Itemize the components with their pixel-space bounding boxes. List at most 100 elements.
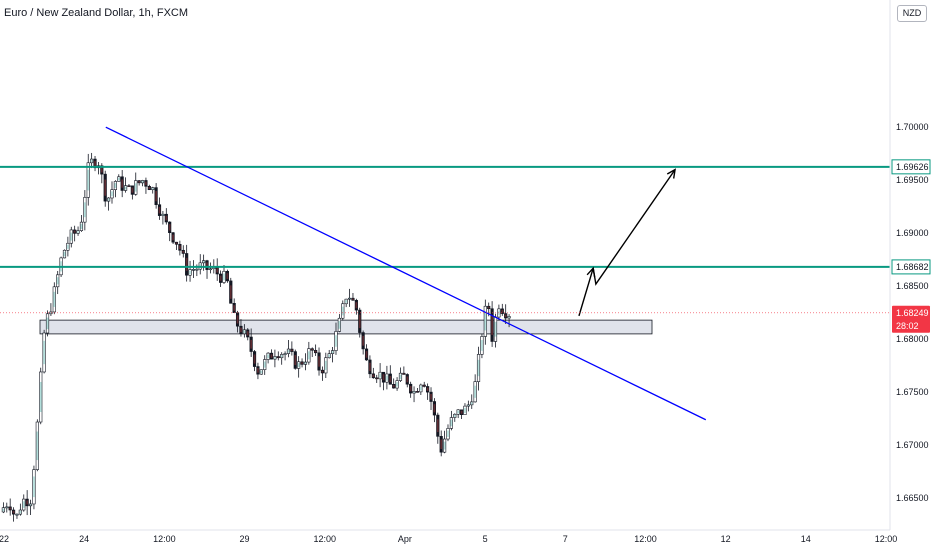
candle-tint [291, 349, 293, 352]
candle-up [483, 305, 487, 337]
candle-tint [396, 382, 398, 387]
candle-tint [389, 376, 392, 383]
candle-tint [50, 312, 52, 314]
candle-down [375, 377, 379, 380]
time-tick-label: 14 [801, 534, 811, 544]
candle-up [419, 384, 423, 393]
candle-tint [481, 340, 483, 351]
candle-tint [504, 314, 507, 318]
candle-tint [63, 251, 66, 257]
time-tick-label: 24 [79, 534, 89, 544]
candle-down [11, 509, 16, 515]
candle-tint [121, 179, 124, 188]
candle-tint [474, 385, 476, 398]
candle-down [388, 373, 392, 385]
candle-up [32, 469, 36, 505]
candle-tint [284, 353, 286, 355]
candle-up [327, 353, 331, 359]
candle-down [402, 372, 406, 375]
candle-tint [56, 277, 59, 285]
candle-down [229, 280, 233, 304]
candle-up [208, 268, 213, 271]
time-tick-label: 7 [563, 534, 568, 544]
candle-tint [491, 315, 493, 335]
candle-down [252, 351, 257, 367]
candle-tint [392, 385, 395, 388]
candle-down [426, 386, 430, 393]
candle-down [415, 391, 420, 393]
candle-tint [216, 268, 219, 273]
candle-tint [369, 362, 371, 372]
candle-up [117, 176, 121, 182]
candle-up [202, 260, 206, 264]
candle-tint [403, 373, 405, 375]
candle-tint [39, 381, 42, 413]
time-tick-label: 22 [0, 534, 9, 544]
candle-tint [243, 330, 246, 333]
candle-tint [457, 410, 460, 414]
currency-selector[interactable]: NZD [897, 5, 927, 22]
candle-tint [470, 402, 473, 405]
candle-down [459, 409, 464, 415]
candle-tint [450, 419, 453, 427]
candle-tint [46, 317, 49, 330]
candle-up [18, 509, 22, 515]
candle-tint [22, 501, 25, 508]
candle-tint [162, 214, 164, 216]
candle-up [378, 371, 382, 380]
candle-up [113, 181, 117, 190]
candle-tint [236, 315, 239, 324]
candle-down [317, 352, 321, 371]
candle-up [470, 401, 474, 406]
candle-tint [151, 188, 154, 190]
candle-up [266, 352, 270, 360]
candle-up [49, 311, 53, 315]
price-tick-label: 1.70000 [896, 122, 929, 132]
plot-area[interactable] [0, 126, 890, 522]
descending-trend-line[interactable] [105, 126, 707, 421]
candle-down [100, 165, 104, 175]
candle-up [62, 249, 67, 259]
candle-tint [172, 234, 174, 241]
candle-tint [223, 273, 225, 281]
candle-down [490, 308, 494, 342]
candle-up [303, 361, 308, 365]
candle-tint [141, 180, 144, 183]
projection-arrowhead-target [666, 168, 676, 179]
candle-tint [413, 391, 415, 393]
candle-tint [487, 306, 490, 309]
candle-tint [338, 320, 341, 329]
candle-tint [294, 354, 297, 366]
candle-up [337, 317, 341, 332]
candle-tint [16, 514, 18, 515]
level-price-badge [891, 259, 931, 275]
candle-tint [100, 167, 103, 173]
support-zone[interactable] [39, 319, 653, 335]
projection-path[interactable] [578, 169, 676, 317]
candle-tint [341, 306, 344, 316]
price-tick-label: 1.66500 [896, 493, 929, 503]
candle-up [15, 513, 19, 516]
candle-down [219, 273, 223, 283]
time-tick-label: 12 [721, 534, 731, 544]
candle-up [259, 369, 263, 375]
candle-down [351, 297, 355, 301]
price-tick-label: 1.67500 [896, 387, 929, 397]
price-axis[interactable]: 1.70000 1.69500 1.69000 1.68500 1.68000 1.675… [896, 122, 929, 503]
candle-up [69, 229, 73, 244]
candle-tint [202, 261, 205, 263]
candle-tint [375, 378, 378, 379]
time-axis[interactable]: 22 24 12:00 29 12:00 Apr 5 7 12:00 12 14 12:00 [0, 534, 897, 544]
candle-down [178, 243, 182, 251]
candle-tint [352, 298, 354, 300]
candle-tint [29, 504, 32, 506]
candle-down [354, 299, 358, 311]
candle-up [307, 348, 311, 363]
candle-up [456, 409, 460, 415]
candle-tint [70, 232, 73, 241]
last-price-label: 1.68249 [896, 308, 929, 318]
candle-tint [460, 410, 463, 414]
time-tick-label: 12:00 [875, 534, 898, 544]
candle-up [480, 336, 484, 355]
